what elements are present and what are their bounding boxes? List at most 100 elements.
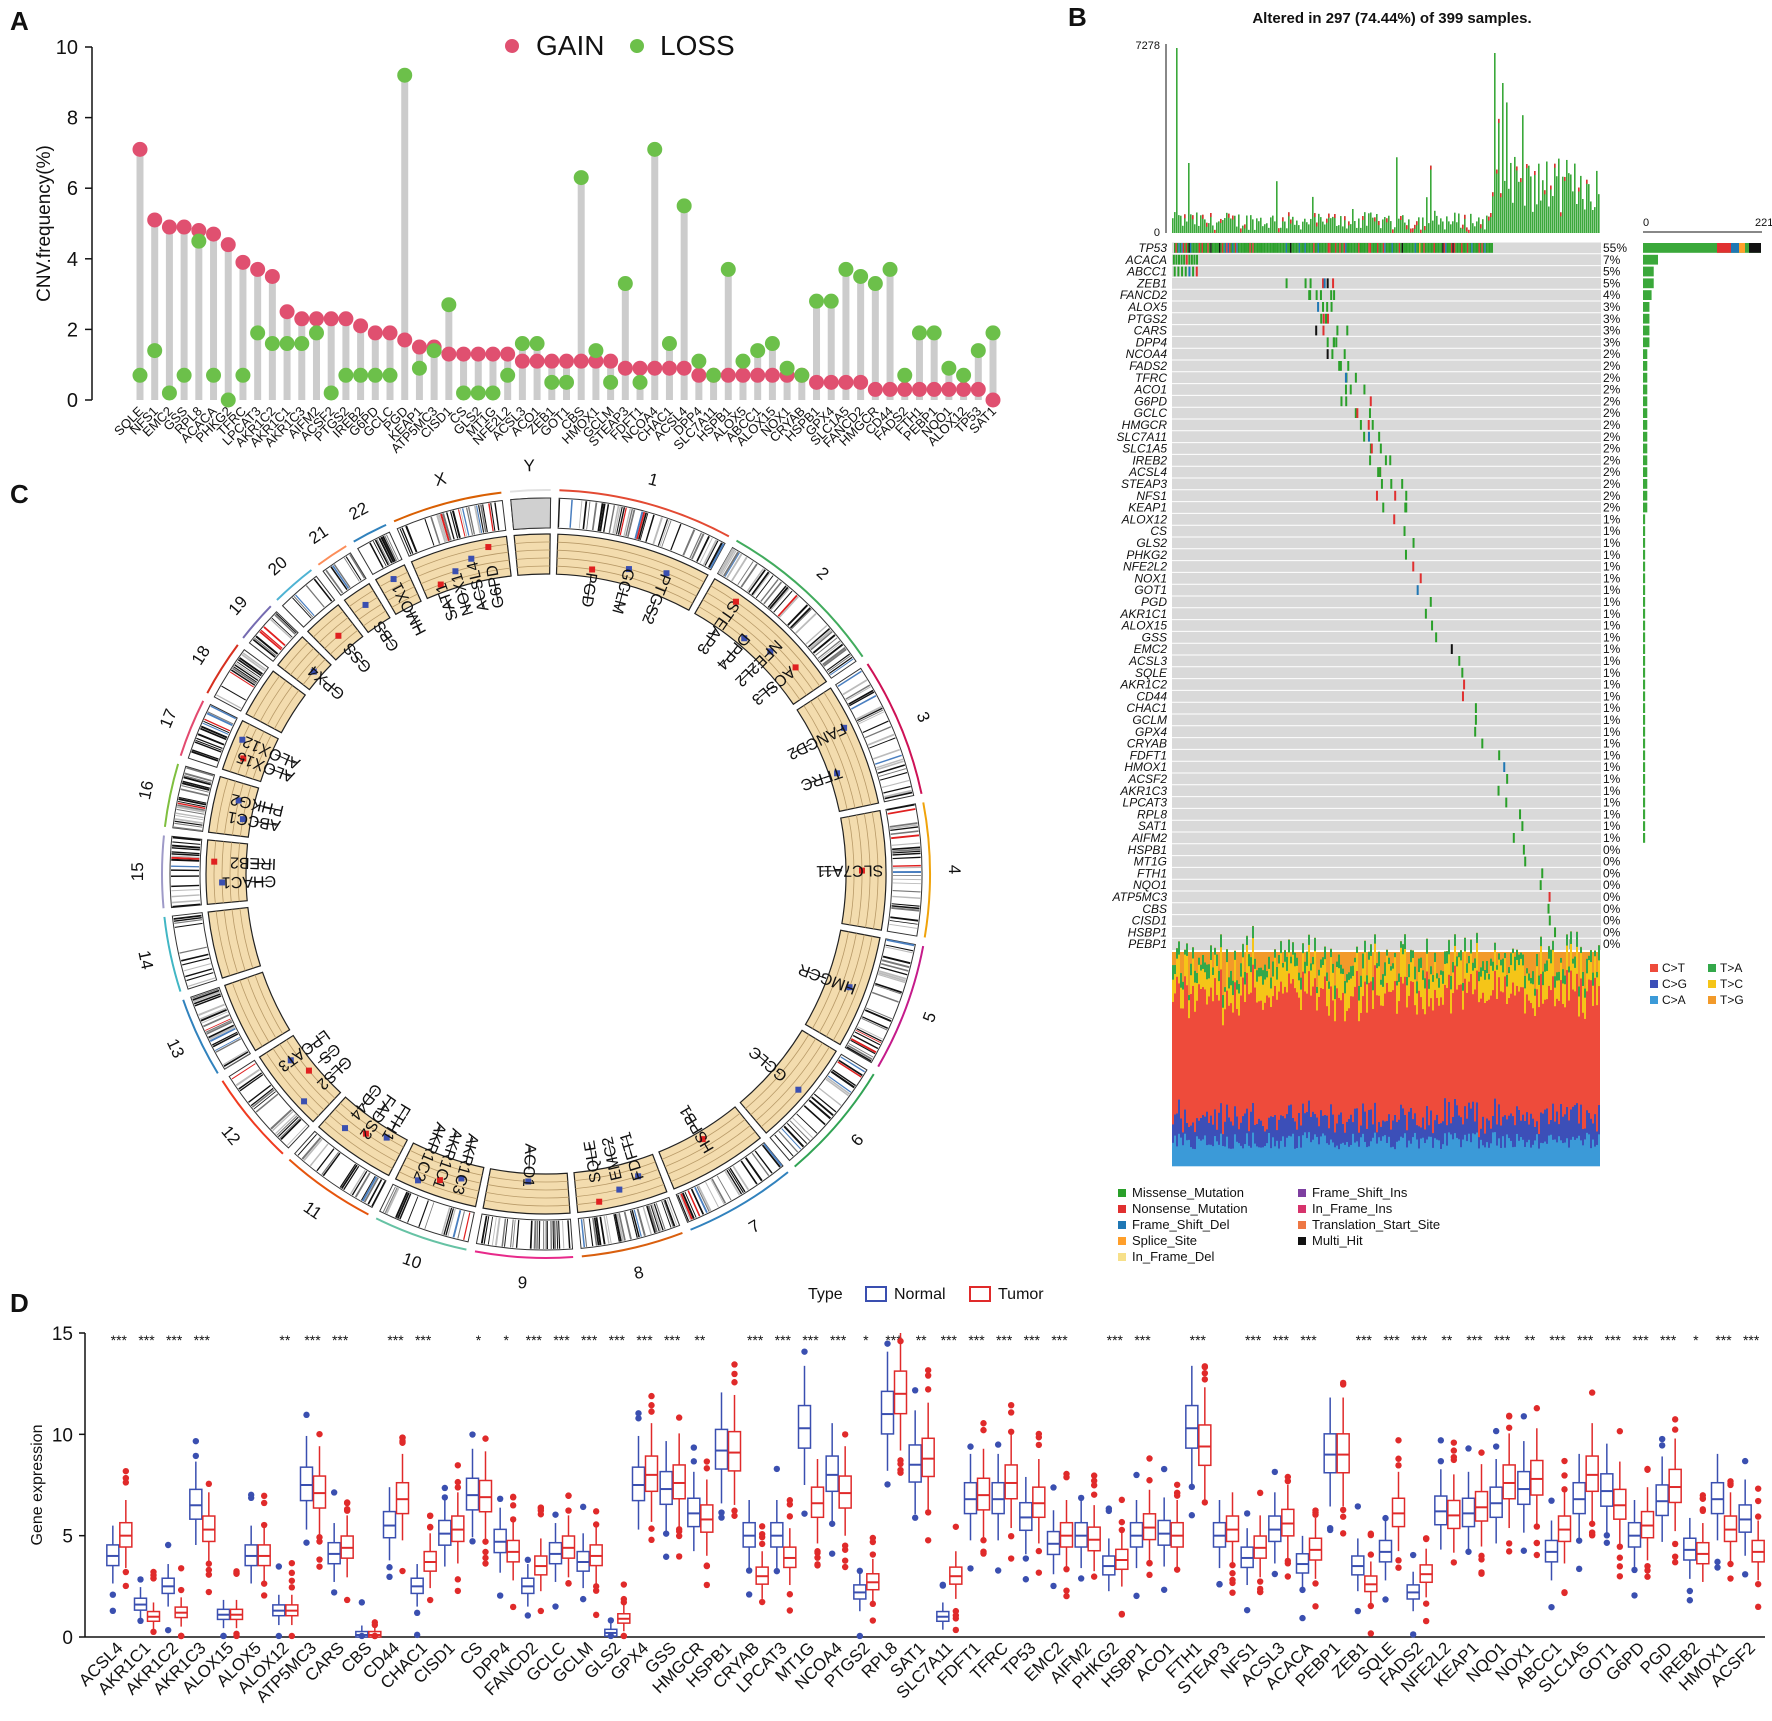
b-titv-seg	[1354, 986, 1356, 1109]
b-top-bar	[1430, 165, 1432, 233]
b-percent-label: 0%	[1603, 878, 1621, 892]
b-titv-seg	[1318, 996, 1320, 1127]
b-titv-seg	[1360, 975, 1362, 987]
b-titv-seg	[1560, 1103, 1562, 1141]
b-titv-seg	[1226, 990, 1228, 1105]
b-titv-seg	[1256, 1146, 1258, 1167]
c-chrom-arc	[221, 1080, 284, 1155]
b-top-bar	[1190, 214, 1192, 233]
c-track	[205, 839, 249, 905]
d-significance: ***	[609, 1332, 626, 1348]
c-marker	[436, 1177, 443, 1184]
c-band	[892, 856, 921, 860]
b-titv-seg	[1398, 1119, 1400, 1141]
b-titv-seg	[1568, 966, 1570, 973]
b-titv-seg	[1292, 942, 1294, 955]
d-outlier-normal	[745, 1591, 753, 1598]
b-titv-seg	[1410, 949, 1412, 963]
b-titv-seg	[1380, 1140, 1382, 1167]
d-ytick-label: 10	[52, 1425, 73, 1446]
b-titv-seg	[1250, 1147, 1252, 1167]
b-titv-seg	[1554, 1139, 1556, 1167]
c-track-grid	[348, 590, 374, 607]
c-band	[592, 1217, 598, 1246]
c-band	[890, 826, 919, 832]
b-top-bar	[1576, 204, 1578, 233]
c-marker	[596, 1198, 603, 1205]
b-titv-seg	[1260, 967, 1262, 977]
c-band	[174, 818, 203, 824]
b-side-bar	[1643, 538, 1646, 548]
b-titv-seg	[1488, 1120, 1490, 1148]
b-titv-seg	[1404, 934, 1406, 950]
b-titv-seg	[1462, 990, 1464, 1010]
b-titv-seg	[1452, 1139, 1454, 1167]
b-titv-seg	[1362, 995, 1364, 1104]
d-significance: ***	[775, 1332, 792, 1348]
c-band	[562, 1220, 565, 1249]
c-band	[864, 726, 892, 739]
d-outlier-normal	[109, 1607, 117, 1615]
b-titv-seg	[1336, 1145, 1338, 1167]
c-label-line	[460, 590, 468, 612]
c-band	[746, 568, 765, 592]
b-titv-seg	[1596, 1131, 1598, 1145]
b-titv-seg	[1280, 940, 1282, 954]
b-titv-seg	[1562, 983, 1564, 1004]
b-titv-seg	[1534, 1126, 1536, 1141]
d-outlier-tumor	[1395, 1557, 1402, 1564]
b-cell	[1465, 243, 1467, 253]
d-outlier-normal	[579, 1503, 587, 1511]
c-band	[861, 1017, 888, 1031]
a-point-gain	[397, 332, 413, 348]
b-titv-seg	[1178, 941, 1180, 955]
b-titv-seg	[1226, 1136, 1228, 1167]
d-outlier-tumor	[1478, 1552, 1485, 1560]
b-titv-seg	[1240, 1145, 1242, 1167]
c-band	[376, 539, 390, 565]
b-cell	[1408, 243, 1411, 253]
b-titv-seg	[1584, 952, 1586, 989]
b-top-bar-nonsense	[1378, 221, 1380, 226]
b-cell	[1407, 243, 1409, 253]
c-band	[813, 1093, 837, 1113]
d-outlier-tumor	[620, 1632, 628, 1640]
a-point-loss	[970, 343, 986, 359]
b-cell	[1365, 243, 1367, 253]
c-band	[830, 1070, 855, 1089]
b-cell	[1177, 266, 1180, 277]
c-band	[773, 590, 793, 613]
b-titv-seg	[1186, 1139, 1188, 1167]
b-mut-legend-swatch	[1298, 1221, 1306, 1229]
b-titv-seg	[1508, 1115, 1510, 1139]
b-titv-seg	[1502, 972, 1504, 993]
b-titv-seg	[1408, 963, 1410, 978]
b-top-bar	[1328, 213, 1330, 233]
b-titv-seg	[1272, 1136, 1274, 1167]
b-titv-seg	[1556, 980, 1558, 999]
b-titv-seg	[1330, 1104, 1332, 1140]
d-outlier-tumor	[869, 1617, 877, 1624]
b-titv-seg	[1252, 964, 1254, 1104]
b-titv-seg	[1412, 950, 1414, 958]
b-titv-seg	[1592, 1123, 1594, 1140]
c-band	[818, 642, 842, 661]
a-point-loss	[323, 385, 339, 401]
b-cell	[1326, 349, 1329, 359]
b-cell	[1332, 243, 1334, 253]
b-titv-seg	[1544, 952, 1546, 964]
b-titv-seg	[1236, 952, 1238, 981]
b-titv-seg	[1350, 1144, 1352, 1167]
c-label-line	[702, 630, 716, 650]
b-cell	[1359, 243, 1361, 253]
b-titv-seg	[1188, 994, 1190, 1001]
b-titv-seg	[1290, 952, 1292, 957]
c-band	[889, 920, 918, 925]
b-titv-seg	[1254, 958, 1256, 969]
b-titv-seg	[1352, 1133, 1354, 1167]
d-outlier-tumor	[1533, 1539, 1541, 1547]
d-outlier-tumor	[205, 1571, 213, 1578]
d-outlier-normal	[1216, 1581, 1223, 1588]
b-titv-seg	[1472, 993, 1474, 1102]
b-cell	[1384, 243, 1386, 253]
